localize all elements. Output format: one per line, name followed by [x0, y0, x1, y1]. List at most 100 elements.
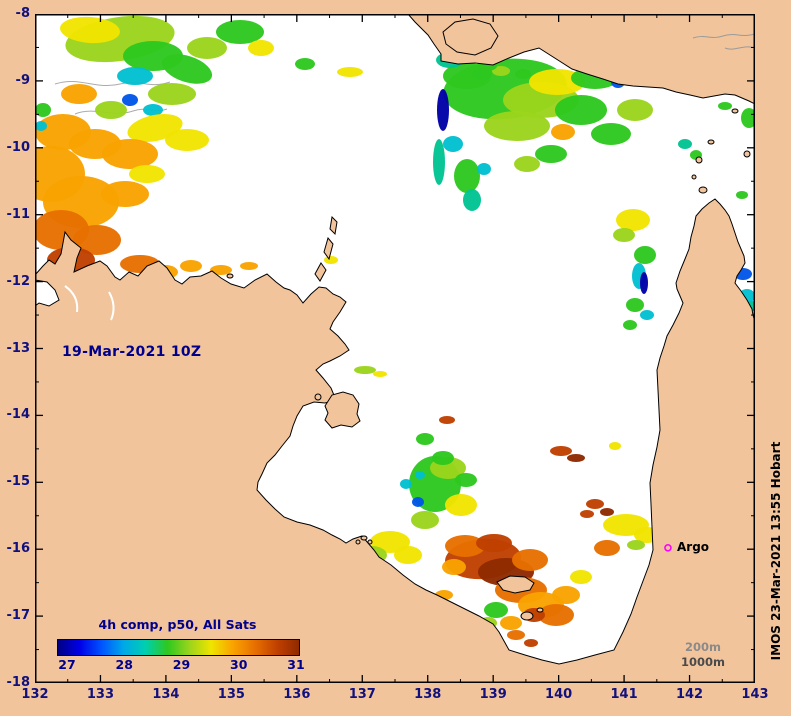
sst-patch [354, 366, 376, 374]
marker-layer [664, 544, 672, 552]
sst-patch [129, 165, 165, 183]
y-tick-label: -11 [6, 206, 31, 222]
sst-patch [512, 549, 548, 571]
sst-patch [400, 479, 412, 489]
coastline-australia-mainland [35, 198, 755, 683]
sst-patch [337, 67, 363, 77]
y-tick-label: -17 [6, 608, 31, 624]
x-tick-label: 135 [217, 687, 245, 702]
sst-patch [122, 94, 138, 106]
sst-patch [580, 510, 594, 518]
sst-patch [616, 209, 650, 231]
sst-patch [623, 320, 637, 330]
sst-patch [613, 228, 635, 242]
sst-patch [718, 102, 732, 110]
sst-patch [515, 69, 531, 79]
sst-patch [432, 451, 454, 465]
sst-patch [443, 136, 463, 152]
sst-patch [550, 446, 572, 456]
river-channel [108, 291, 115, 321]
x-tick-label: 141 [610, 687, 638, 702]
x-tick-label: 137 [348, 687, 376, 702]
sst-patch [35, 103, 51, 117]
sst-patch [477, 163, 491, 175]
sst-patch [73, 225, 121, 255]
sst-patch [216, 20, 264, 44]
sst-patch [455, 473, 477, 487]
colorbar [57, 639, 300, 656]
sst-patch [627, 540, 645, 550]
sst-patch [180, 260, 202, 272]
sst-patch [454, 159, 480, 193]
island-small [226, 273, 234, 279]
sst-patch [529, 69, 585, 95]
y-tick-label: -10 [6, 139, 31, 155]
island-pellew [360, 535, 368, 541]
island-pellew [367, 539, 373, 545]
argo-label: Argo [677, 540, 710, 554]
sst-patch [101, 181, 149, 207]
colorbar-tick-label: 28 [115, 657, 133, 672]
island-bentinck [520, 611, 534, 621]
sst-patch [143, 104, 163, 116]
x-tick-label: 134 [152, 687, 180, 702]
colorbar-tick-label: 30 [230, 657, 248, 672]
sst-patch [370, 531, 410, 553]
island-torres-strait [707, 139, 715, 145]
credit-text: IMOS 23-Mar-2021 13:55 Hobart [769, 441, 783, 661]
sst-patch [61, 84, 97, 104]
river-channel [64, 285, 79, 313]
sst-patch [484, 111, 550, 141]
x-tick-label: 138 [414, 687, 442, 702]
wessel-islands [329, 215, 338, 236]
sst-patch [463, 189, 481, 211]
island-pellew [355, 539, 361, 545]
sst-patch [95, 101, 127, 119]
sst-patch [187, 37, 227, 59]
sst-patch [60, 16, 120, 44]
sst-patch [437, 89, 449, 131]
island-torres-strait [691, 174, 697, 180]
depth-label-1000m: 1000m [681, 655, 725, 669]
colorbar-tick-label: 31 [287, 657, 305, 672]
island-torres-strait [731, 108, 739, 114]
sst-patch [609, 442, 621, 450]
island-yos-sudarso [442, 18, 499, 56]
x-axis-labels: 132 133 134 135 136 137 138 139 140 141 142 143 [21, 687, 768, 705]
y-tick-label: -13 [6, 340, 31, 356]
sst-patch [165, 129, 209, 151]
sst-patch [148, 83, 196, 105]
x-tick-label: 140 [545, 687, 573, 702]
date-label: 19-Mar-2021 10Z [62, 344, 202, 360]
y-tick-label: -8 [15, 6, 30, 21]
sst-patch [736, 191, 748, 199]
sst-patch [538, 604, 574, 626]
y-tick-label: -9 [15, 72, 30, 88]
depth-label-200m: 200m [685, 640, 721, 654]
river-line [692, 33, 755, 39]
sst-patch [741, 108, 755, 128]
sst-patch [442, 559, 466, 575]
sst-patch [586, 499, 604, 509]
island-groote-eylandt [324, 391, 361, 429]
island-torres-strait [698, 186, 708, 194]
sst-patch [445, 494, 477, 516]
sst-patch [555, 95, 607, 125]
colorbar-tick-labels: 27 28 29 30 31 [57, 657, 304, 672]
sst-patch [567, 454, 585, 462]
sst-patch [507, 630, 525, 640]
sst-patch [570, 570, 592, 584]
x-tick-label: 143 [741, 687, 769, 702]
land-layer [35, 14, 755, 683]
sst-patch [161, 54, 213, 84]
sst-patch [439, 416, 455, 424]
x-tick-label: 136 [283, 687, 311, 702]
sst-patch [433, 139, 445, 185]
sst-patch [117, 67, 153, 85]
sst-patch [552, 586, 580, 604]
sst-patch [640, 272, 648, 294]
x-tick-label: 133 [86, 687, 115, 702]
sst-patch [324, 256, 338, 264]
sst-patch [248, 40, 274, 56]
sst-patch [617, 99, 653, 121]
